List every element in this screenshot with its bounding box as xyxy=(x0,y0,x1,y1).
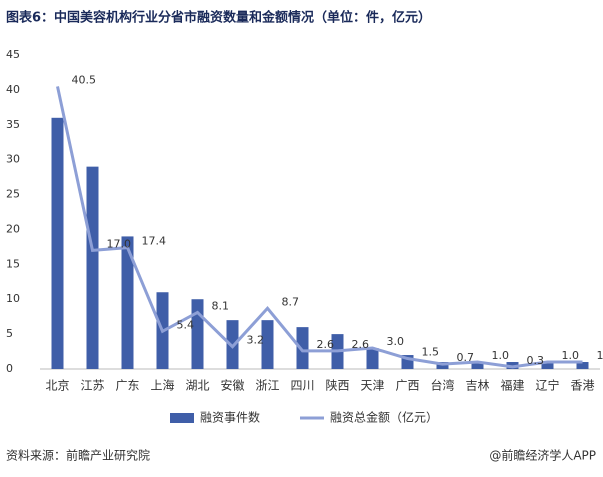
data-label: 17.0 xyxy=(107,237,132,250)
bar xyxy=(51,117,64,369)
x-tick-label: 江苏 xyxy=(80,379,104,393)
data-label: 1.0 xyxy=(562,349,580,362)
y-tick-label: 25 xyxy=(6,188,20,201)
bar xyxy=(471,362,484,369)
y-tick-label: 35 xyxy=(6,118,20,131)
x-tick-label: 四川 xyxy=(290,379,314,393)
y-tick-label: 10 xyxy=(6,292,20,305)
bar xyxy=(261,320,274,369)
line xyxy=(56,86,583,369)
data-label: 2.6 xyxy=(317,338,335,351)
chart-title: 图表6：中国美容机构行业分省市融资数量和金额情况（单位：件，亿元） xyxy=(6,10,431,26)
data-label: 2.6 xyxy=(352,338,370,351)
y-tick-label: 0 xyxy=(6,362,13,375)
x-tick-label: 陕西 xyxy=(325,378,349,393)
data-label: 40.5 xyxy=(72,73,97,86)
data-label: 0.3 xyxy=(527,354,545,367)
data-label: 1.0 xyxy=(597,349,603,362)
data-label: 5.4 xyxy=(177,318,195,331)
y-tick-label: 20 xyxy=(6,222,20,235)
y-tick-label: 5 xyxy=(6,327,13,340)
data-label: 17.4 xyxy=(142,235,167,248)
x-tick-label: 广西 xyxy=(395,379,419,393)
x-tick-label: 福建 xyxy=(500,378,524,393)
data-label: 1.5 xyxy=(422,346,440,359)
x-tick-label: 吉林 xyxy=(465,379,489,393)
bar xyxy=(576,362,589,369)
bar xyxy=(541,362,554,369)
x-tick-label: 香港 xyxy=(570,379,594,393)
y-tick-label: 45 xyxy=(6,48,20,61)
x-tick-label: 广东 xyxy=(115,379,139,393)
credit: @前瞻经济学人APP xyxy=(489,448,596,463)
data-label: 0.7 xyxy=(457,351,475,364)
data-label: 1.0 xyxy=(492,349,510,362)
x-tick-label: 北京 xyxy=(45,379,69,393)
y-tick-label: 30 xyxy=(6,153,20,166)
data-label: 8.7 xyxy=(282,295,300,308)
legend-swatch xyxy=(170,413,194,423)
data-label: 3.0 xyxy=(387,335,405,348)
x-tick-label: 安徽 xyxy=(220,378,244,393)
x-tick-label: 辽宁 xyxy=(535,378,559,393)
bar xyxy=(296,327,309,369)
x-tick-label: 台湾 xyxy=(430,378,454,393)
y-tick-label: 15 xyxy=(6,257,20,270)
legend-label: 融资总金额（亿元） xyxy=(330,410,438,425)
bar xyxy=(86,166,99,369)
data-label: 8.1 xyxy=(212,299,230,312)
source: 资料来源：前瞻产业研究院 xyxy=(6,448,150,463)
x-tick-label: 浙江 xyxy=(255,379,279,393)
bar xyxy=(121,236,134,369)
legend-label: 融资事件数 xyxy=(200,410,260,425)
data-label: 3.2 xyxy=(247,334,265,347)
x-tick-label: 天津 xyxy=(360,379,384,393)
x-tick-label: 湖北 xyxy=(185,378,209,393)
bar xyxy=(191,299,204,369)
x-tick-label: 上海 xyxy=(150,378,174,393)
y-tick-label: 40 xyxy=(6,83,20,96)
bar xyxy=(366,348,379,369)
